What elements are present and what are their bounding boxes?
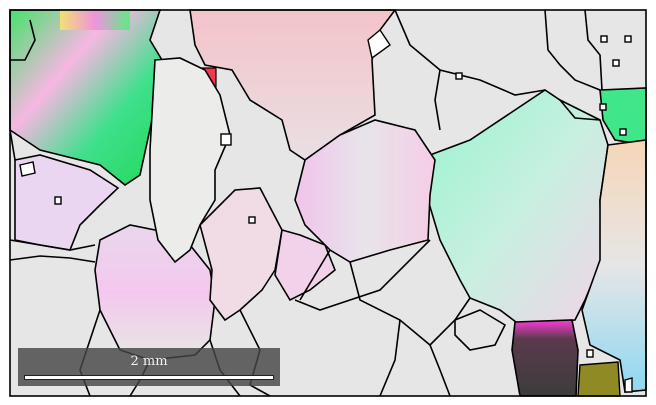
small-grains: [19, 28, 633, 393]
grain-green-pink: [9, 9, 163, 186]
grain-pink-center: [294, 119, 436, 263]
scale-bar: 2 mm: [18, 348, 280, 386]
grain-olive: [577, 361, 621, 397]
grain-magenta-dark: [511, 319, 579, 397]
map-frame: [9, 9, 647, 397]
scale-bar-label: 2 mm: [130, 354, 168, 369]
scale-bar-line: [24, 375, 274, 380]
grain-yellow-top: [60, 10, 130, 30]
grain-light-center-left: [199, 187, 283, 322]
grain-white-left: [149, 57, 231, 264]
grain-pink-lower: [274, 228, 336, 302]
